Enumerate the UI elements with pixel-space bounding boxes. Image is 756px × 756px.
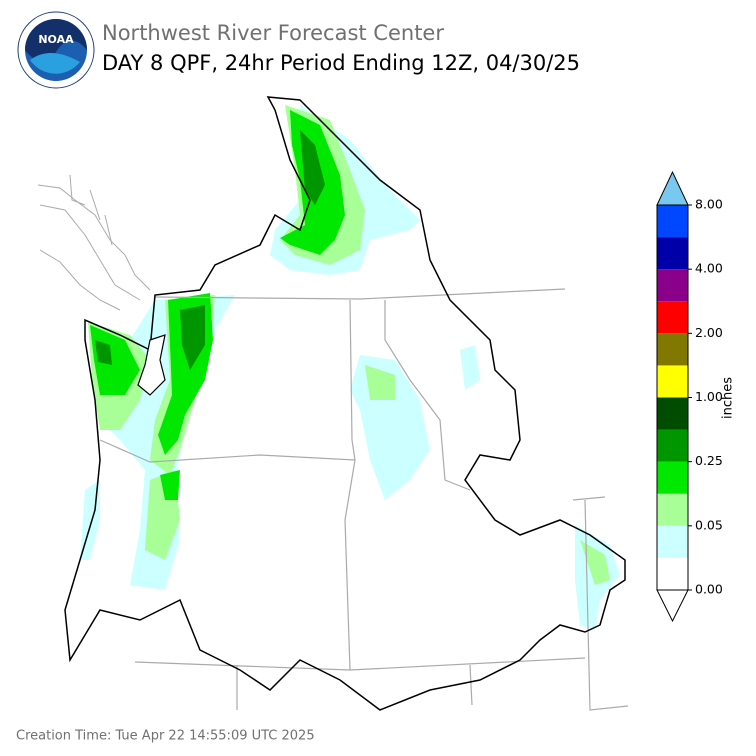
subtitle: DAY 8 QPF, 24hr Period Ending 12Z, 04/30… — [102, 51, 580, 75]
state-borders — [99, 288, 629, 711]
colorbar-segment — [657, 333, 688, 366]
colorbar-segment — [657, 205, 688, 238]
precip-dark-green — [95, 130, 325, 370]
title: Northwest River Forecast Center — [102, 21, 444, 45]
colorbar-segment — [657, 237, 688, 270]
colorbar: 0.00 0.05 0.25 1.00 2.00 4.00 8.00 — [656, 170, 723, 623]
colorbar-tick-label: 1.00 — [695, 389, 723, 404]
colorbar-over — [656, 170, 689, 206]
colorbar-label: inches — [721, 377, 736, 419]
colorbar-tick-label: 0.00 — [695, 582, 723, 597]
colorbar-segment — [657, 493, 688, 526]
colorbar-tick-label: 2.00 — [695, 325, 723, 340]
logo-text: NOAA — [38, 33, 74, 46]
colorbar-tick-label: 4.00 — [695, 261, 723, 276]
noaa-logo: NOAA — [17, 11, 95, 89]
basin-outline — [64, 96, 626, 711]
colorbar-segment — [657, 301, 688, 334]
colorbar-segment — [657, 365, 688, 398]
colorbar-segment — [657, 397, 688, 430]
colorbar-tick-label: 0.25 — [695, 453, 723, 468]
colorbar-segment — [657, 557, 688, 590]
colorbar-segment — [657, 269, 688, 302]
creation-time: Creation Time: Tue Apr 22 14:55:09 UTC 2… — [16, 729, 315, 744]
puget-sound — [137, 334, 166, 396]
colorbar-under — [656, 589, 689, 623]
colorbar-tick-label: 8.00 — [695, 197, 723, 212]
colorbar-segment — [657, 429, 688, 462]
colorbar-tick-label: 0.05 — [695, 517, 723, 532]
colorbar-segment — [657, 461, 688, 494]
colorbar-segment — [657, 525, 688, 558]
coastline — [37, 174, 151, 311]
